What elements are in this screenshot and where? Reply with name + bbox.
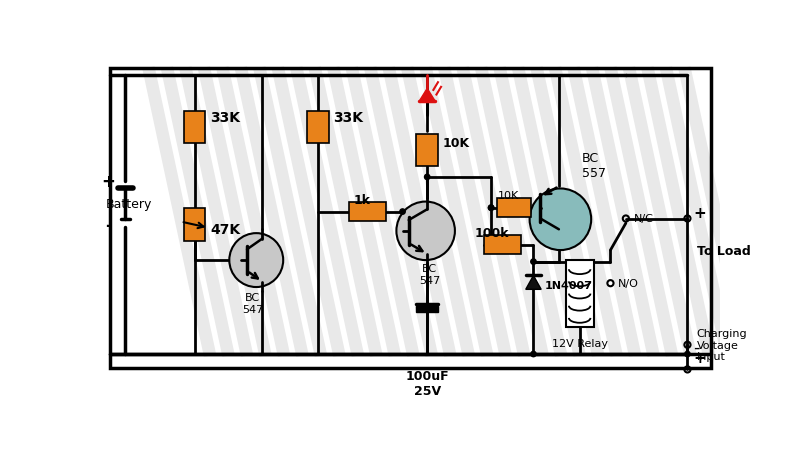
Bar [484,236,521,254]
Text: 100k: 100k [475,227,509,239]
Circle shape [685,352,691,357]
Text: +: + [694,351,707,365]
Circle shape [531,352,537,357]
Circle shape [531,259,537,265]
Circle shape [488,206,494,211]
Text: 12V Relay: 12V Relay [552,338,608,348]
Text: BC
547: BC 547 [241,293,263,314]
Text: -: - [694,338,700,355]
Bar [565,261,593,327]
Text: 100uF
25V: 100uF 25V [405,369,449,398]
Text: 33K: 33K [210,111,240,125]
Text: 47K: 47K [210,223,240,237]
Circle shape [229,233,283,288]
Circle shape [488,206,494,211]
Circle shape [529,189,591,251]
Text: Battery: Battery [106,198,152,211]
Bar [110,68,711,368]
Text: N/C: N/C [634,214,654,224]
Polygon shape [419,89,435,101]
Text: BC
557: BC 557 [582,152,606,180]
Text: -: - [105,216,111,234]
Text: 1k: 1k [353,193,371,206]
Bar [416,135,438,167]
Bar [350,203,387,221]
Circle shape [424,175,430,180]
Text: Charging
Voltage
Input: Charging Voltage Input [697,329,747,362]
Text: 10K: 10K [443,136,470,149]
Bar [307,111,329,144]
Circle shape [400,209,405,215]
Bar [184,111,205,144]
Text: +: + [694,205,707,220]
Bar [416,307,438,313]
Bar [497,199,531,217]
Text: +: + [102,172,115,190]
Text: 10K: 10K [497,191,519,201]
Polygon shape [526,276,541,290]
Text: 33K: 33K [334,111,363,125]
Text: 1N4007: 1N4007 [545,280,592,290]
Text: N/O: N/O [618,278,639,288]
Bar [184,209,205,241]
Circle shape [396,202,455,261]
Text: To Load: To Load [697,244,751,257]
Text: BC
547: BC 547 [419,263,440,285]
